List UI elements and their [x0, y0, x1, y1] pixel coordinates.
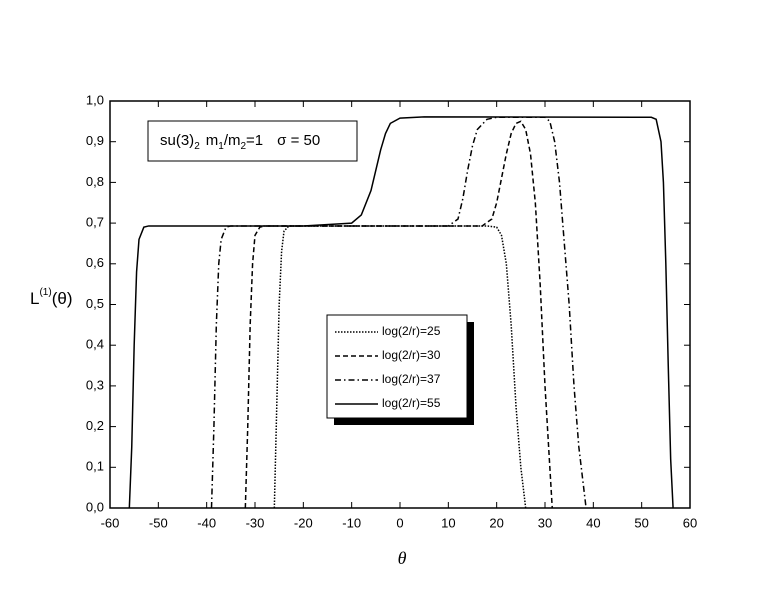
y-tick-label: 0,7: [86, 215, 104, 230]
y-axis-label: L(1)(θ): [30, 287, 72, 309]
y-tick-label: 0,6: [86, 255, 104, 270]
legend-label: log(2/r)=30: [382, 348, 441, 362]
x-tick-label: -10: [342, 515, 361, 530]
legend-label: log(2/r)=55: [382, 396, 441, 410]
x-tick-label: -20: [294, 515, 313, 530]
series-line: [273, 225, 527, 509]
legend-label: log(2/r)=37: [382, 372, 441, 386]
y-tick-label: 0,1: [86, 459, 104, 474]
x-tick-label: 10: [441, 515, 455, 530]
legend-box: [326, 314, 468, 419]
x-tick-label: 0: [396, 515, 403, 530]
annotation-subscript: 1: [218, 141, 224, 152]
annotation-text: =1: [246, 132, 263, 149]
annotation-subscript: 2: [194, 141, 200, 152]
x-tick-label: 40: [586, 515, 600, 530]
y-tick-label: 0,0: [86, 499, 104, 514]
series-line: [128, 116, 674, 509]
annotation-box: [147, 120, 358, 162]
x-tick-label: -60: [101, 515, 120, 530]
annotation-text: m: [206, 132, 219, 149]
plot-frame: [109, 100, 691, 509]
y-tick-label: 0,9: [86, 133, 104, 148]
y-tick-label: 0,4: [86, 337, 104, 352]
y-tick-label: 0,2: [86, 418, 104, 433]
y-tick-label: 1,0: [86, 92, 104, 107]
y-label-suffix: (θ): [52, 289, 73, 308]
y-tick-label: 0,5: [86, 296, 104, 311]
x-tick-label: 60: [683, 515, 697, 530]
annotation-text: /m: [224, 132, 241, 149]
annotation-subscript: 2: [240, 141, 246, 152]
legend-label: log(2/r)=25: [382, 324, 441, 338]
y-tick-label: 0,3: [86, 377, 104, 392]
series-line: [244, 120, 553, 509]
x-axis-label: θ: [398, 548, 407, 568]
annotation-text: σ = 50: [277, 132, 320, 149]
series-line: [210, 116, 587, 509]
x-tick-label: 50: [634, 515, 648, 530]
y-label-sup: (1): [39, 287, 51, 298]
annotation: su(3)2 m1/m2=1 σ = 50: [160, 132, 320, 152]
x-tick-label: -30: [246, 515, 265, 530]
y-label-main: L: [30, 289, 39, 308]
annotation-text: su(3): [160, 132, 194, 149]
x-tick-label: -50: [149, 515, 168, 530]
x-tick-label: 30: [538, 515, 552, 530]
x-tick-label: 20: [489, 515, 503, 530]
x-tick-label: -40: [197, 515, 216, 530]
y-tick-label: 0,8: [86, 174, 104, 189]
